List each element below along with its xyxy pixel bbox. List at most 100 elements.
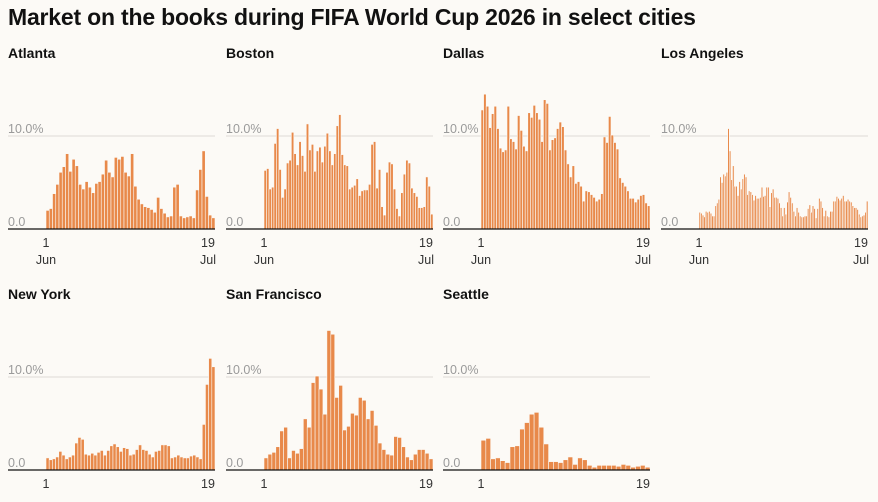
x-tick-label: 1 bbox=[478, 236, 485, 250]
bar bbox=[405, 159, 409, 230]
bar bbox=[553, 137, 557, 230]
bar bbox=[615, 148, 620, 230]
bar bbox=[506, 105, 510, 230]
city-label: New York bbox=[8, 286, 71, 302]
bar bbox=[160, 444, 165, 471]
city-label: Los Angeles bbox=[661, 45, 744, 61]
bar bbox=[606, 465, 612, 471]
bar bbox=[532, 105, 536, 230]
y-tick-label: 0.0 bbox=[443, 215, 460, 229]
bar bbox=[68, 171, 73, 230]
bar bbox=[491, 113, 495, 230]
bar bbox=[208, 358, 213, 471]
x-tick-label: 19 bbox=[854, 236, 868, 250]
bar bbox=[178, 215, 183, 230]
bar bbox=[427, 185, 431, 230]
y-tick-label: 0.0 bbox=[226, 215, 243, 229]
bar bbox=[279, 430, 284, 471]
bar bbox=[577, 457, 583, 471]
bar bbox=[211, 217, 216, 230]
bar bbox=[296, 164, 300, 230]
bar bbox=[109, 445, 114, 471]
bar bbox=[605, 142, 609, 230]
bar bbox=[163, 444, 168, 471]
bar bbox=[561, 126, 565, 230]
bar bbox=[346, 425, 351, 471]
x-tick-month: Jul bbox=[853, 253, 869, 267]
bar bbox=[425, 176, 429, 230]
bar bbox=[298, 141, 302, 230]
panel-seattle: Seattle 0.0 10.0% 1 19 bbox=[443, 286, 651, 491]
bar bbox=[613, 142, 617, 230]
bar bbox=[422, 206, 426, 230]
bar bbox=[170, 457, 174, 471]
bar bbox=[407, 162, 411, 230]
bar bbox=[320, 161, 324, 230]
bar bbox=[65, 153, 70, 230]
bar bbox=[107, 171, 112, 230]
bar bbox=[139, 203, 144, 230]
bar bbox=[157, 450, 162, 471]
bar bbox=[517, 115, 521, 230]
bar bbox=[278, 169, 282, 230]
bar bbox=[509, 138, 513, 230]
bar bbox=[576, 181, 581, 230]
bar bbox=[283, 426, 288, 471]
bar bbox=[119, 451, 123, 471]
bar bbox=[592, 197, 596, 230]
bar bbox=[601, 465, 607, 471]
bar bbox=[84, 181, 89, 230]
bar bbox=[428, 458, 434, 471]
bar bbox=[198, 458, 203, 471]
bar bbox=[584, 190, 588, 230]
y-tick-label: 10.0% bbox=[443, 122, 478, 136]
bar bbox=[537, 118, 542, 230]
bar bbox=[287, 457, 292, 471]
bar bbox=[545, 103, 549, 230]
bar bbox=[420, 207, 424, 230]
y-tick-label: 10.0% bbox=[8, 363, 43, 377]
bar bbox=[595, 200, 599, 230]
x-tick-label: 1 bbox=[478, 477, 485, 491]
bar bbox=[524, 422, 530, 471]
bar bbox=[295, 452, 300, 471]
bar bbox=[103, 454, 107, 471]
bar bbox=[538, 426, 545, 471]
bar bbox=[548, 461, 554, 471]
bar bbox=[623, 185, 627, 230]
bar bbox=[159, 208, 164, 230]
x-tick-label: 1 bbox=[261, 236, 268, 250]
x-tick-label: 19 bbox=[419, 477, 433, 491]
bar bbox=[385, 171, 389, 230]
bar bbox=[511, 141, 516, 230]
bar bbox=[291, 450, 296, 471]
x-tick-label: 1 bbox=[43, 236, 50, 250]
bar bbox=[519, 130, 523, 230]
bar bbox=[566, 163, 570, 230]
bar bbox=[600, 193, 604, 230]
bar bbox=[318, 146, 322, 230]
bar bbox=[52, 193, 57, 230]
bar bbox=[504, 462, 511, 471]
bar bbox=[373, 141, 377, 230]
bar bbox=[45, 210, 50, 230]
bar bbox=[195, 189, 200, 230]
bar bbox=[381, 449, 387, 471]
bar bbox=[138, 444, 142, 471]
bar bbox=[369, 410, 375, 471]
bar bbox=[330, 164, 334, 230]
x-tick-month: Jun bbox=[36, 253, 56, 267]
bar bbox=[117, 158, 122, 230]
bar bbox=[276, 128, 280, 230]
bar bbox=[275, 446, 281, 471]
bar bbox=[358, 195, 362, 230]
bar bbox=[150, 456, 155, 471]
bar bbox=[641, 194, 646, 230]
bar bbox=[281, 197, 285, 230]
bar bbox=[55, 184, 60, 230]
bar bbox=[358, 397, 363, 471]
bar bbox=[179, 456, 184, 471]
bar bbox=[535, 112, 539, 230]
x-tick-label: 19 bbox=[201, 477, 215, 491]
x-tick-label: 19 bbox=[636, 236, 650, 250]
